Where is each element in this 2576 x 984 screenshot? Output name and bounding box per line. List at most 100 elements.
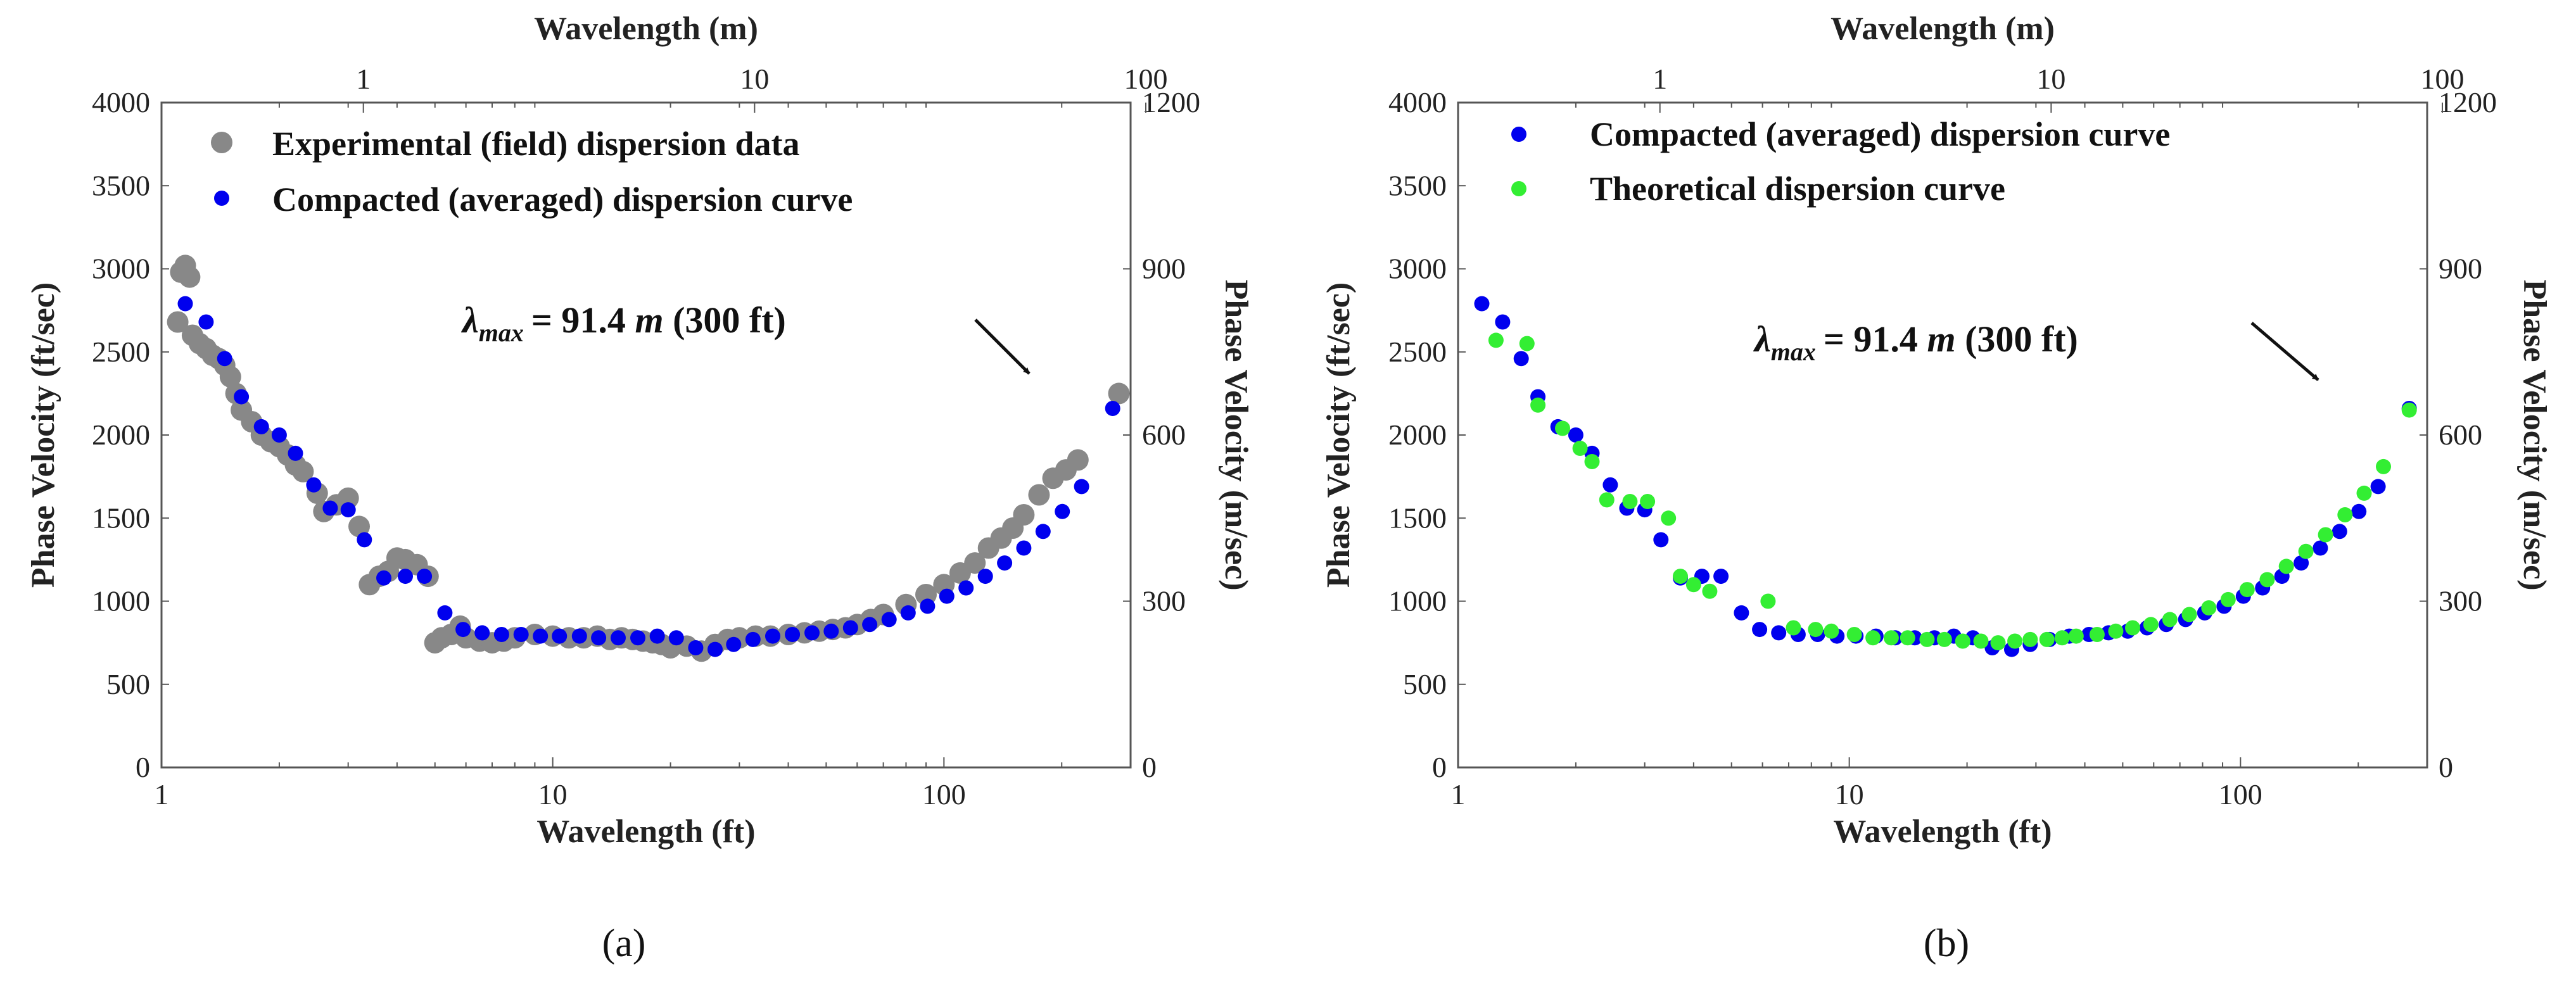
panel-b-point-theoretical: [1973, 633, 1989, 649]
panel-a-ytick-label: 1500: [92, 501, 150, 534]
panel-b-point-theoretical: [1673, 569, 1688, 584]
panel-b-point-theoretical: [1530, 397, 1546, 413]
panel-b-point-theoretical: [1599, 492, 1615, 508]
panel-b-point-theoretical: [2278, 558, 2294, 574]
panel-a-top-axis-label: Wavelength (m): [534, 11, 758, 47]
panel-b-ytick-label: 0: [1432, 751, 1447, 783]
panel-b-point-compacted: [1602, 477, 1618, 493]
panel-a-point-compacted: [340, 502, 356, 518]
panel-b-y2tick-label: 1200: [2439, 86, 2497, 118]
panel-a-point-compacted: [804, 625, 820, 641]
panel-b-bottom-axis-label: Wavelength (ft): [1833, 814, 2052, 850]
panel-a-point-compacted: [474, 625, 490, 641]
panel-b-point-theoretical: [1846, 627, 1862, 642]
panel-a-legend: Experimental (field) dispersion data Com…: [211, 125, 853, 218]
panel-b-point-compacted: [1495, 314, 1511, 330]
panel-a-point-experimental: [292, 460, 314, 483]
panel-b-point-compacted: [1513, 351, 1529, 367]
panel-a-point-compacted: [649, 628, 665, 644]
panel-a-point-compacted: [253, 419, 269, 434]
panel-a-point-compacted: [591, 630, 607, 646]
panel-b-point-theoretical: [2007, 633, 2023, 649]
panel-a-point-compacted: [707, 641, 723, 657]
panel-b-point-compacted: [1653, 532, 1669, 548]
panel-a-point-compacted: [939, 588, 955, 604]
panel-b-point-theoretical: [1555, 420, 1570, 436]
panel-b-point-theoretical: [1572, 441, 1588, 456]
panel-a-point-compacted: [417, 569, 433, 584]
panel-a-point-compacted: [198, 314, 214, 330]
panel-a-legend-label-experimental: Experimental (field) dispersion data: [272, 125, 800, 163]
panel-a-point-compacted: [900, 605, 916, 621]
panel-b-point-compacted: [1568, 427, 1583, 443]
panel-b-point-compacted: [2351, 503, 2367, 519]
panel-b-x2tick-label: 10: [2036, 63, 2065, 95]
panel-a-right-axis-label: Phase Velocity (m/sec): [1218, 279, 1254, 590]
panel-a-point-compacted: [765, 628, 780, 644]
panel-b-point-theoretical: [2143, 617, 2159, 633]
panel-b-point-theoretical: [2220, 591, 2236, 607]
panel-b-chart: Wavelength (m) Wavelength (ft) Phase Vel…: [1321, 11, 2553, 965]
panel-a-point-experimental: [1108, 382, 1130, 405]
panel-b-xtick-label: 10: [1835, 778, 1864, 811]
panel-a-point-compacted: [726, 636, 742, 652]
panel-a-point-compacted: [977, 569, 993, 584]
panel-a-point-compacted: [271, 427, 287, 443]
panel-b-point-theoretical: [1824, 623, 1839, 639]
panel-a-point-experimental: [167, 311, 189, 333]
panel-a-ytick-label: 4000: [92, 86, 150, 118]
panel-a-point-experimental: [179, 266, 201, 288]
panel-b-point-theoretical: [1883, 630, 1899, 646]
panel-a-xtick-label: 100: [922, 778, 966, 811]
panel-b-point-theoretical: [1640, 494, 1656, 509]
panel-b-point-theoretical: [2259, 572, 2275, 588]
panel-b-point-theoretical: [2162, 612, 2178, 628]
panel-a-point-compacted: [920, 598, 936, 614]
panel-b-legend: Compacted (averaged) dispersion curve Th…: [1511, 115, 2170, 208]
panel-a-point-compacted: [552, 628, 568, 644]
panel-a-x2tick-label: 100: [1124, 63, 1168, 95]
panel-a-point-compacted: [1035, 524, 1051, 539]
panel-b-point-theoretical: [2356, 485, 2372, 501]
panel-b-left-axis-label: Phase Velocity (ft/sec): [1321, 282, 1357, 588]
panel-b-ytick-label: 2500: [1388, 336, 1447, 368]
panel-b-point-theoretical: [1990, 635, 2006, 651]
panel-b-point-theoretical: [1622, 494, 1638, 509]
panel-a-point-compacted: [1055, 503, 1070, 519]
panel-b-point-compacted: [2370, 479, 2386, 495]
panel-b-point-theoretical: [1900, 630, 1915, 646]
panel-a-point-compacted: [437, 605, 453, 621]
panel-b-legend-marker-theoretical: [1511, 181, 1526, 196]
panel-a-point-experimental: [964, 552, 986, 574]
panel-a-ytick-label: 1000: [92, 585, 150, 617]
panel-b-xtick-label: 1: [1451, 778, 1466, 811]
panel-a-legend-marker-experimental: [211, 132, 232, 153]
panel-b-point-theoretical: [2089, 627, 2105, 642]
panel-b-point-theoretical: [1786, 620, 1801, 636]
panel-b-point-theoretical: [2401, 402, 2417, 418]
panel-b-ytick-label: 3000: [1388, 253, 1447, 285]
panel-b-point-theoretical: [1702, 583, 1718, 599]
panel-b-point-theoretical: [2039, 631, 2055, 647]
panel-a-ytick-label: 3000: [92, 253, 150, 285]
panel-b-point-theoretical: [1584, 454, 1600, 469]
panel-b-point-theoretical: [2054, 630, 2070, 646]
panel-a-point-experimental: [1028, 484, 1050, 506]
panel-b-point-theoretical: [1865, 630, 1881, 646]
panel-a-y2tick-label: 1200: [1142, 86, 1200, 118]
panel-a-ytick-label: 2000: [92, 419, 150, 451]
panel-b-point-theoretical: [1661, 510, 1677, 526]
panel-a-y2tick-label: 600: [1142, 419, 1186, 451]
panel-b-point-theoretical: [2201, 600, 2217, 615]
panel-b-legend-label-compacted: Compacted (averaged) dispersion curve: [1590, 115, 2170, 153]
panel-a-point-compacted: [823, 623, 839, 639]
panel-b-legend-marker-compacted: [1511, 127, 1526, 142]
panel-b-point-theoretical: [2376, 458, 2391, 474]
panel-a-caption: (a): [602, 922, 646, 965]
panel-b-point-theoretical: [2068, 628, 2084, 644]
panel-b-point-theoretical: [1936, 631, 1952, 647]
panel-b-point-theoretical: [1685, 577, 1701, 593]
panel-a-annotation-text: λmax = 91.4 m (300 ft): [461, 300, 786, 347]
panel-a-point-compacted: [1074, 479, 1089, 495]
panel-b-point-compacted: [1771, 625, 1787, 641]
